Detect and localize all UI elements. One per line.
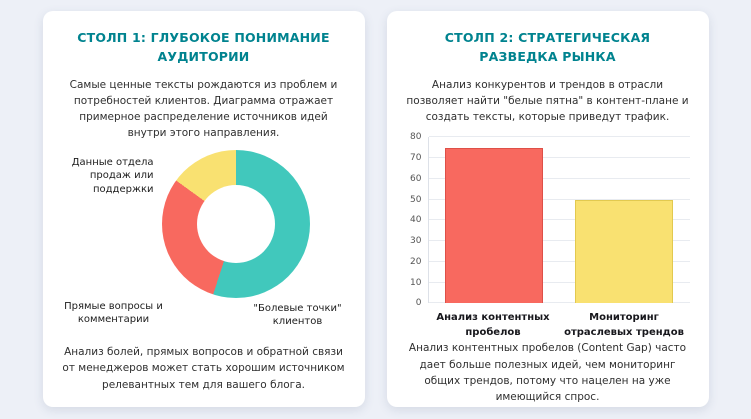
card1-title: СТОЛП 1: ГЛУБОКОЕ ПОНИМАНИЕ АУДИТОРИИ <box>77 30 330 64</box>
y-tick-label: 80 <box>410 132 422 143</box>
y-tick-label: 60 <box>410 173 422 184</box>
donut-chart <box>161 149 310 298</box>
donut-label-direct-questions: Прямые вопросы и комментарии <box>64 300 163 326</box>
y-tick-label: 70 <box>410 153 422 164</box>
y-tick-label: 0 <box>415 298 422 309</box>
bar-chart-bars <box>429 137 690 304</box>
bar-chart-body: 0 10 20 30 40 50 60 70 80 <box>406 132 690 308</box>
bar-chart-yaxis: 0 10 20 30 40 50 60 70 80 <box>406 132 428 308</box>
donut-label-sales-support-data: Данные отдела продаж или поддержки <box>71 156 154 195</box>
cards-row: СТОЛП 1: ГЛУБОКОЕ ПОНИМАНИЕ АУДИТОРИИ Са… <box>42 11 709 407</box>
bar-chart-plot <box>427 136 690 304</box>
gridline <box>428 136 690 138</box>
donut-chart-area: Данные отдела продаж или поддержки Прямы… <box>62 148 346 336</box>
bar-content-gap <box>444 147 543 304</box>
card2-title: СТОЛП 2: СТРАТЕГИЧЕСКАЯ РАЗВЕДКА РЫНКА <box>444 30 651 64</box>
card1-intro: Самые ценные тексты рождаются из проблем… <box>69 78 338 140</box>
card2-intro: Анализ конкурентов и трендов в отрасли п… <box>406 78 689 124</box>
donut-hole <box>196 184 275 263</box>
gridline <box>428 260 690 262</box>
y-tick-label: 30 <box>410 236 422 247</box>
donut-label-pain-points: "Болевые точки" клиентов <box>253 302 342 328</box>
gridline <box>428 177 690 179</box>
y-tick-label: 50 <box>410 194 422 205</box>
bar-trend-monitoring <box>575 199 674 304</box>
y-tick-label: 40 <box>410 215 422 226</box>
gridline <box>428 240 690 242</box>
bar-chart-xlabels: Анализ контентных пробелов Мониторинг от… <box>428 311 690 340</box>
gridline <box>428 281 690 283</box>
gridline <box>428 302 690 304</box>
y-tick-label: 10 <box>410 277 422 288</box>
card-pillar-2: СТОЛП 2: СТРАТЕГИЧЕСКАЯ РАЗВЕДКА РЫНКА А… <box>386 11 709 407</box>
bar-label-trend-monitoring: Мониторинг отраслевых трендов <box>564 312 684 338</box>
card1-footer: Анализ болей, прямых вопросов и обратной… <box>62 346 345 391</box>
gridline <box>428 219 690 221</box>
bar-label-content-gap: Анализ контентных пробелов <box>436 312 550 338</box>
card2-footer: Анализ контентных пробелов (Content Gap)… <box>408 342 687 404</box>
bar-chart: 0 10 20 30 40 50 60 70 80 Анализ контентных проб… <box>406 132 690 340</box>
card-pillar-1: СТОЛП 1: ГЛУБОКОЕ ПОНИМАНИЕ АУДИТОРИИ Са… <box>42 11 365 407</box>
y-tick-label: 20 <box>410 256 422 267</box>
gridline <box>428 157 690 159</box>
gridline <box>428 198 690 200</box>
